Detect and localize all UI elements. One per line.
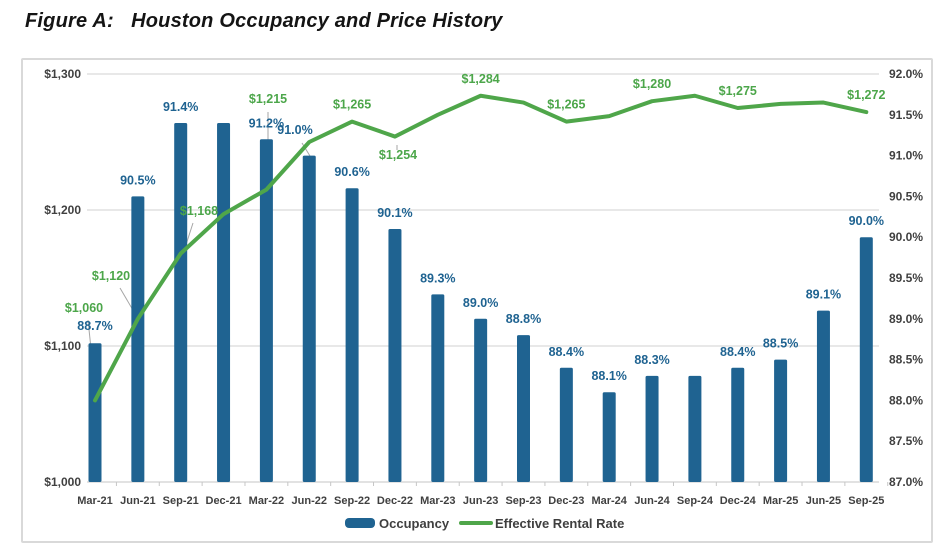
x-axis-label: Jun-22 xyxy=(292,495,327,507)
bar-label-Sep-22: 90.6% xyxy=(334,165,369,179)
line-label-Jun-24: $1,280 xyxy=(633,77,671,91)
bar-label-Sep-25: 90.0% xyxy=(849,214,884,228)
bar-Mar-21 xyxy=(88,343,102,482)
x-axis-label: Dec-21 xyxy=(206,495,242,507)
rental-rate-line xyxy=(93,93,869,403)
x-axis-label: Jun-25 xyxy=(806,495,841,507)
x-axis-label: Mar-21 xyxy=(77,495,112,507)
bar-label-Sep-23: 88.8% xyxy=(506,312,541,326)
bar-Sep-21 xyxy=(174,122,188,483)
right-axis-tick: 88.0% xyxy=(889,393,923,407)
legend: Occupancy Effective Rental Rate xyxy=(345,516,624,531)
line-label-Sep-25: $1,272 xyxy=(847,88,885,102)
right-axis-tick: 92.0% xyxy=(889,67,923,81)
right-axis-tick: 87.0% xyxy=(889,475,923,489)
line-label-Dec-24: $1,275 xyxy=(719,84,757,98)
bar-label-Mar-22: 91.2% xyxy=(249,116,284,130)
line-label-Jun-21: $1,120 xyxy=(92,269,130,283)
bar-label-Mar-23: 89.3% xyxy=(420,271,455,285)
data-labels: 88.7% 90.5% 91.4% 91.2%91.0% 90.6% 90.1% 89.3%… xyxy=(65,72,886,383)
left-axis-tick: $1,300 xyxy=(44,67,81,81)
x-axis-label: Jun-21 xyxy=(120,495,155,507)
bar-Dec-24 xyxy=(731,367,745,482)
legend-rental-rate-label: Effective Rental Rate xyxy=(495,516,624,531)
right-axis-tick: 90.0% xyxy=(889,230,923,244)
bar-Mar-23 xyxy=(431,294,445,482)
x-axis-label: Mar-25 xyxy=(763,495,798,507)
bar-label-Sep-21: 91.4% xyxy=(163,100,198,114)
x-axis-label: Mar-23 xyxy=(420,495,455,507)
bar-Sep-22 xyxy=(345,188,359,483)
axis-labels: $1,300$1,200$1,100$1,00092.0%91.5%91.0%9… xyxy=(44,67,923,507)
left-axis-tick: $1,200 xyxy=(44,203,81,217)
line-label-Dec-23: $1,265 xyxy=(547,98,585,112)
x-axis-label: Sep-24 xyxy=(677,495,714,507)
bar-Sep-24 xyxy=(688,375,702,482)
bar-Dec-23 xyxy=(559,367,573,482)
bar-Sep-23 xyxy=(517,335,530,482)
chart-canvas: 88.7%90.5%91.4%91.2%91.0%90.6%90.1%89.3%… xyxy=(44,67,923,531)
bar-Jun-24 xyxy=(645,375,659,482)
occupancy-bars xyxy=(88,122,873,483)
rental-rate-polyline xyxy=(93,93,869,403)
x-axis-label: Dec-24 xyxy=(720,495,757,507)
chart-container: 88.7% 90.5% 91.4% 91.2% 91.0% 90.6% 90.1% 89.3%… xyxy=(21,58,933,543)
right-axis-tick: 90.5% xyxy=(889,189,923,203)
right-axis-tick: 87.5% xyxy=(889,434,923,448)
bar-label-Jun-21: 90.5% xyxy=(120,173,155,187)
right-axis-tick: 89.0% xyxy=(889,312,923,326)
right-axis-tick: 91.5% xyxy=(889,108,923,122)
bar-Jun-21 xyxy=(131,196,145,482)
line-label-Jun-23: $1,284 xyxy=(462,72,500,86)
bar-Dec-21 xyxy=(217,122,231,483)
label-leader-line xyxy=(301,142,311,157)
x-axis-label: Dec-22 xyxy=(377,495,413,507)
bar-label-Mar-21: 88.7% xyxy=(77,319,112,333)
bar-label-Jun-22: 91.0% xyxy=(277,123,312,137)
left-axis-tick: $1,100 xyxy=(44,339,81,353)
figure-title: Figure A: Houston Occupancy and Price Hi… xyxy=(25,10,503,32)
x-axis-label: Jun-24 xyxy=(634,495,670,507)
bar-label-Jun-25: 89.1% xyxy=(806,288,841,302)
bar-Jun-23 xyxy=(474,318,488,482)
bar-label-Jun-24: 88.3% xyxy=(634,353,669,367)
bar-Dec-22 xyxy=(388,229,402,482)
bar-label-Dec-23: 88.4% xyxy=(549,345,584,359)
bar-Sep-25 xyxy=(859,237,873,482)
line-label-Mar-21: $1,060 xyxy=(65,301,103,315)
legend-occupancy-label: Occupancy xyxy=(379,516,450,531)
bar-label-Mar-25: 88.5% xyxy=(763,337,798,351)
bar-label-Mar-24: 88.1% xyxy=(591,369,626,383)
bar-label-Dec-24: 88.4% xyxy=(720,345,755,359)
bar-Mar-25 xyxy=(774,359,788,482)
legend-occupancy-swatch xyxy=(345,518,375,528)
x-axis-label: Dec-23 xyxy=(548,495,584,507)
line-label-Mar-22: $1,215 xyxy=(249,92,287,106)
x-axis-label: Mar-22 xyxy=(249,495,284,507)
line-label-Sep-22: $1,265 xyxy=(333,98,371,112)
right-axis-tick: 89.5% xyxy=(889,271,923,285)
x-axis-label: Sep-23 xyxy=(505,495,541,507)
right-axis-tick: 88.5% xyxy=(889,353,923,367)
x-axis-label: Sep-21 xyxy=(163,495,199,507)
line-label-Dec-22: $1,254 xyxy=(379,148,417,162)
bar-Mar-24 xyxy=(602,392,616,482)
x-axis-label: Sep-25 xyxy=(848,495,884,507)
x-axis-label: Mar-24 xyxy=(591,495,627,507)
x-axis-label: Jun-23 xyxy=(463,495,498,507)
right-axis-tick: 91.0% xyxy=(889,149,923,163)
x-axis-label: Sep-22 xyxy=(334,495,370,507)
bar-label-Jun-23: 89.0% xyxy=(463,296,498,310)
bar-Jun-25 xyxy=(816,310,830,482)
bar-Jun-22 xyxy=(302,155,316,482)
bar-label-Dec-22: 90.1% xyxy=(377,206,412,220)
line-label-Sep-21: $1,168 xyxy=(180,204,218,218)
bar-Mar-22 xyxy=(259,139,273,482)
left-axis-tick: $1,000 xyxy=(44,475,81,489)
